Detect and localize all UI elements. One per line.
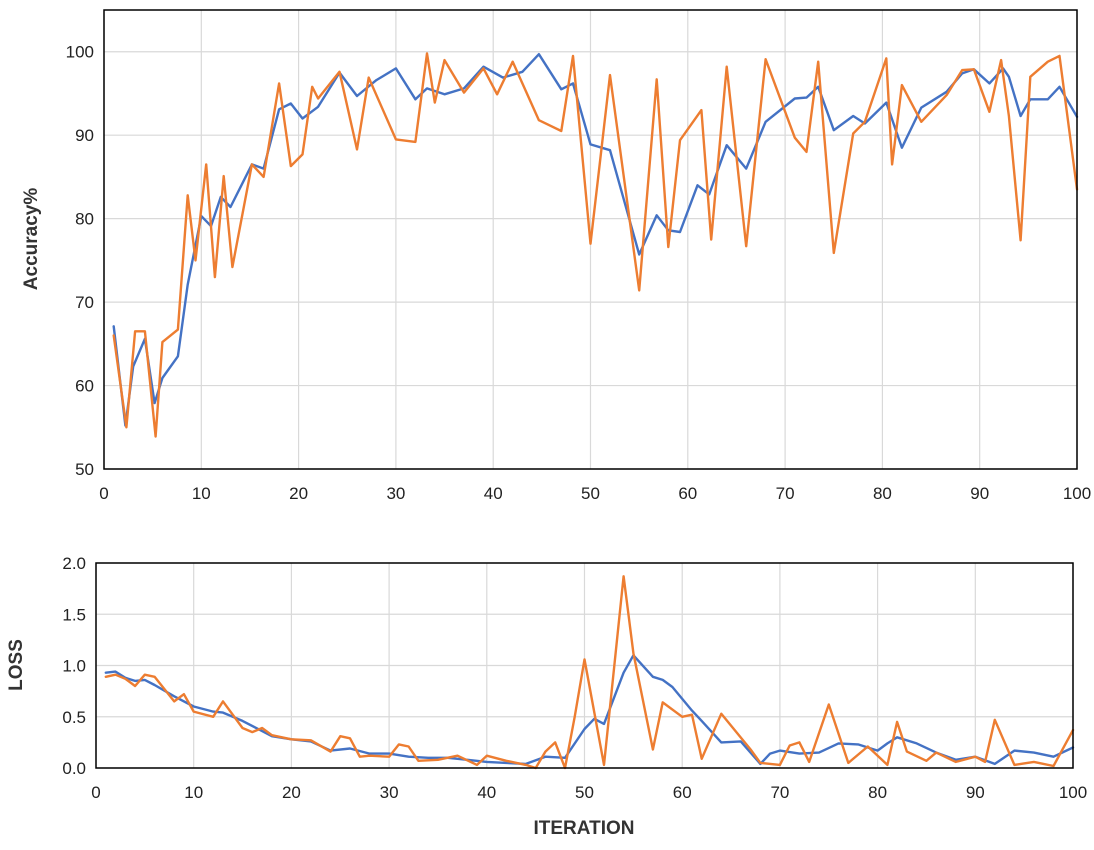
loss-x-axis-title: ITERATION [534, 818, 635, 839]
loss-plot-frame [95, 562, 1074, 769]
x-tick-label: 100 [1059, 783, 1087, 802]
blue-series-line [104, 654, 1075, 766]
y-tick-label: 0.0 [62, 759, 86, 778]
x-tick-label: 60 [673, 783, 692, 802]
x-tick-label: 10 [184, 783, 203, 802]
x-tick-label: 90 [970, 484, 989, 503]
x-tick-label: 40 [484, 484, 503, 503]
x-tick-label: 40 [477, 783, 496, 802]
accuracy-series [112, 52, 1079, 438]
x-tick-label: 90 [966, 783, 985, 802]
y-tick-label: 60 [75, 377, 94, 396]
orange-series-line [112, 52, 1079, 438]
x-tick-label: 60 [678, 484, 697, 503]
loss-chart: 0 10 20 30 40 50 60 70 80 90 100 0.0 0.5 1.0 1.5 2.0 LO… [6, 554, 1087, 839]
x-tick-label: 0 [91, 783, 100, 802]
x-tick-label: 100 [1063, 484, 1091, 503]
x-tick-label: 80 [873, 484, 892, 503]
y-tick-label: 80 [75, 210, 94, 229]
y-tick-label: 0.5 [62, 708, 86, 727]
blue-series-line [112, 53, 1079, 427]
x-tick-label: 50 [575, 783, 594, 802]
accuracy-tick-labels: 0 10 20 30 40 50 60 70 80 90 100 50 60 70 80 90 100 [66, 43, 1092, 503]
y-tick-label: 1.0 [62, 657, 86, 676]
x-tick-label: 70 [776, 484, 795, 503]
loss-y-axis-title: LOSS [6, 639, 27, 691]
y-tick-label: 50 [75, 460, 94, 479]
x-tick-label: 10 [192, 484, 211, 503]
loss-tick-labels: 0 10 20 30 40 50 60 70 80 90 100 0.0 0.5 1.0 1.5 2.0 [62, 554, 1087, 802]
y-tick-label: 1.5 [62, 605, 86, 624]
x-tick-label: 70 [770, 783, 789, 802]
y-tick-label: 2.0 [62, 554, 86, 573]
x-tick-label: 50 [581, 484, 600, 503]
x-tick-label: 20 [282, 783, 301, 802]
accuracy-y-axis-title: Accuracy% [21, 188, 42, 291]
x-tick-label: 0 [99, 484, 108, 503]
loss-series [104, 575, 1075, 770]
x-tick-label: 20 [289, 484, 308, 503]
orange-series-line [104, 575, 1075, 770]
y-tick-label: 100 [66, 43, 94, 62]
x-tick-label: 30 [380, 783, 399, 802]
x-tick-label: 30 [386, 484, 405, 503]
y-tick-label: 90 [75, 126, 94, 145]
accuracy-chart: 0 10 20 30 40 50 60 70 80 90 100 50 60 70 80 90 100 Accu… [21, 9, 1092, 503]
x-tick-label: 80 [868, 783, 887, 802]
accuracy-plot-frame [103, 9, 1078, 470]
y-tick-label: 70 [75, 293, 94, 312]
